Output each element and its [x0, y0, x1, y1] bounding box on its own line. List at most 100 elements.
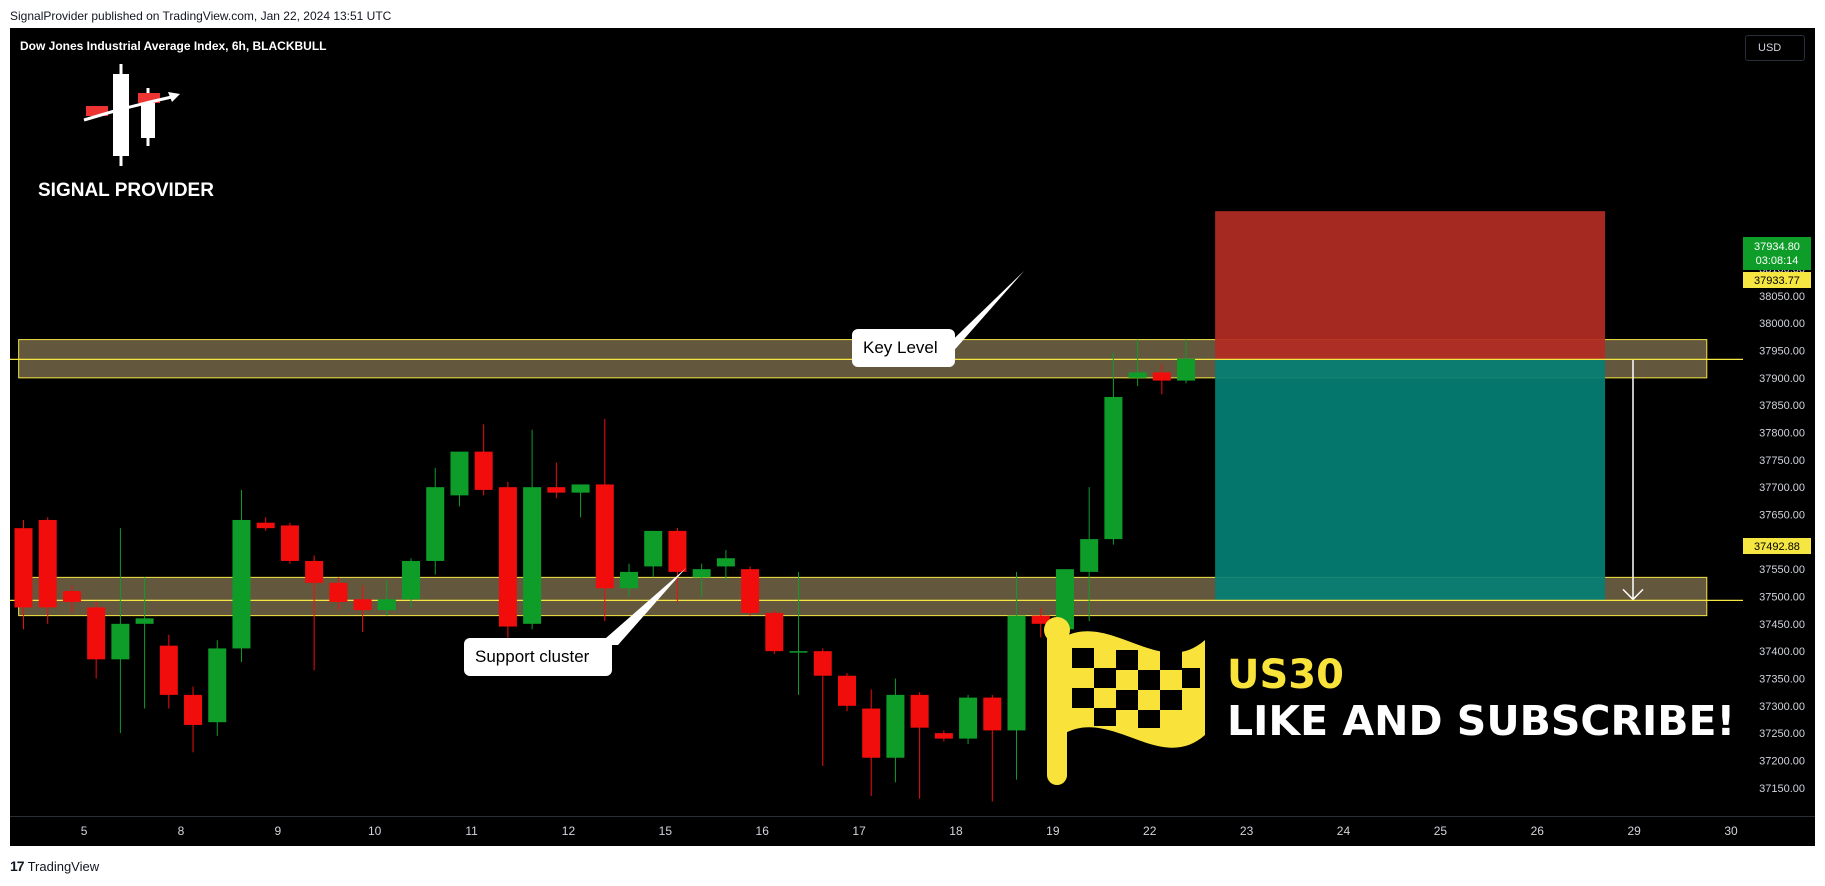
candle [741, 566, 760, 616]
price-tick-label: 37450.00 [1759, 619, 1805, 631]
checkered-flag-icon [1044, 617, 1205, 785]
key-level-label: Key Level [863, 338, 938, 357]
candle-body [329, 582, 348, 602]
candle [256, 517, 275, 531]
time-tick-label: 18 [949, 824, 963, 838]
candle [450, 451, 469, 507]
candle [716, 550, 735, 581]
candle [668, 528, 687, 602]
candle [959, 694, 978, 745]
price-tick-label: 37950.00 [1759, 346, 1805, 358]
ticker-label: US30 [1227, 652, 1344, 698]
candle [329, 577, 348, 611]
candle-body [910, 694, 929, 728]
candle-body [789, 651, 808, 653]
time-tick-label: 10 [368, 824, 382, 838]
candle [547, 462, 566, 499]
price-tick-label: 37150.00 [1759, 783, 1805, 795]
candle-body [474, 451, 493, 490]
candle [571, 484, 590, 518]
candle-body [1128, 372, 1147, 378]
bar-countdown: 03:08:14 [1756, 255, 1799, 267]
price-axis: 37150.00 37200.00 37250.00 37300.00 37350.00… [1759, 236, 1805, 795]
candle-body [305, 560, 324, 583]
candle-body [595, 484, 614, 589]
support-cluster-callout[interactable]: Support cluster [464, 568, 686, 676]
candle-body [135, 618, 154, 624]
time-tick-label: 23 [1240, 824, 1254, 838]
candle [87, 601, 106, 679]
candle [620, 563, 638, 597]
candle-body [1055, 569, 1074, 630]
candle-body [571, 484, 590, 493]
candle [377, 580, 396, 616]
key-level-callout[interactable]: Key Level [852, 271, 1024, 367]
candle-body [692, 569, 711, 578]
price-tick-label: 37800.00 [1759, 428, 1805, 440]
candle-body [1152, 372, 1171, 381]
candle [862, 689, 881, 796]
time-tick-label: 25 [1434, 824, 1448, 838]
candle [111, 528, 130, 734]
candle [813, 648, 832, 766]
candle-body [1007, 615, 1026, 731]
stop-loss-zone [1215, 211, 1606, 360]
candle-body [983, 697, 1002, 731]
logo-text: SIGNAL PROVIDER [38, 180, 214, 201]
lower-level-value: 37492.88 [1754, 541, 1800, 553]
candle-body [620, 571, 638, 589]
candle-body [184, 694, 203, 725]
candle-body [208, 648, 227, 723]
time-tick-label: 8 [178, 824, 185, 838]
candle-body [1177, 358, 1196, 381]
cta-label: LIKE AND SUBSCRIBE! [1227, 697, 1735, 745]
candle [474, 424, 493, 496]
tradingview-logo-icon: 17 [10, 858, 25, 874]
candle-body [547, 487, 566, 493]
take-profit-zone [1215, 359, 1606, 601]
time-tick-label: 5 [81, 824, 88, 838]
time-tick-label: 17 [852, 824, 866, 838]
time-tick-label: 24 [1337, 824, 1351, 838]
price-tick-label: 37550.00 [1759, 564, 1805, 576]
candle [1080, 487, 1099, 622]
price-tick-label: 37750.00 [1759, 455, 1805, 467]
price-tick-label: 37900.00 [1759, 373, 1805, 385]
candle-body [280, 525, 299, 561]
candle-body [959, 697, 978, 739]
candle [62, 585, 81, 613]
time-tick-label: 22 [1143, 824, 1157, 838]
candle-body [934, 733, 953, 739]
candle [644, 530, 663, 578]
candle [1128, 339, 1147, 387]
candle [886, 678, 905, 783]
tradingview-footer[interactable]: 17 TradingView [10, 858, 99, 874]
candle [353, 585, 372, 633]
last-price-tag: 37934.80 03:08:14 [1743, 237, 1811, 270]
candle-body [837, 675, 856, 706]
candle-body [1080, 539, 1099, 572]
candle [789, 571, 808, 695]
price-tick-label: 37300.00 [1759, 701, 1805, 713]
candle-body [886, 694, 905, 758]
target-arrow-head [1622, 588, 1644, 601]
candle-body [1031, 615, 1050, 624]
candle-body [862, 708, 881, 758]
candle-body [402, 560, 421, 600]
time-tick-label: 11 [465, 824, 478, 838]
candle [1007, 571, 1026, 780]
time-tick-label: 16 [756, 824, 770, 838]
candle-body [741, 569, 760, 613]
time-axis: 5 8 9 10 11 12 15 16 17 18 19 22 23 24 25 26 29 30 [81, 824, 1738, 838]
time-tick-label: 12 [562, 824, 576, 838]
candle-body [523, 487, 542, 624]
candle-body [87, 607, 106, 660]
price-tick-label: 37700.00 [1759, 482, 1805, 494]
price-tick-label: 37850.00 [1759, 400, 1805, 412]
candle-body [765, 612, 784, 652]
currency-button[interactable]: USD [1745, 35, 1805, 61]
candle [523, 429, 542, 630]
time-tick-label: 26 [1531, 824, 1545, 838]
symbol-title: Dow Jones Industrial Average Index, 6h, … [20, 39, 327, 53]
